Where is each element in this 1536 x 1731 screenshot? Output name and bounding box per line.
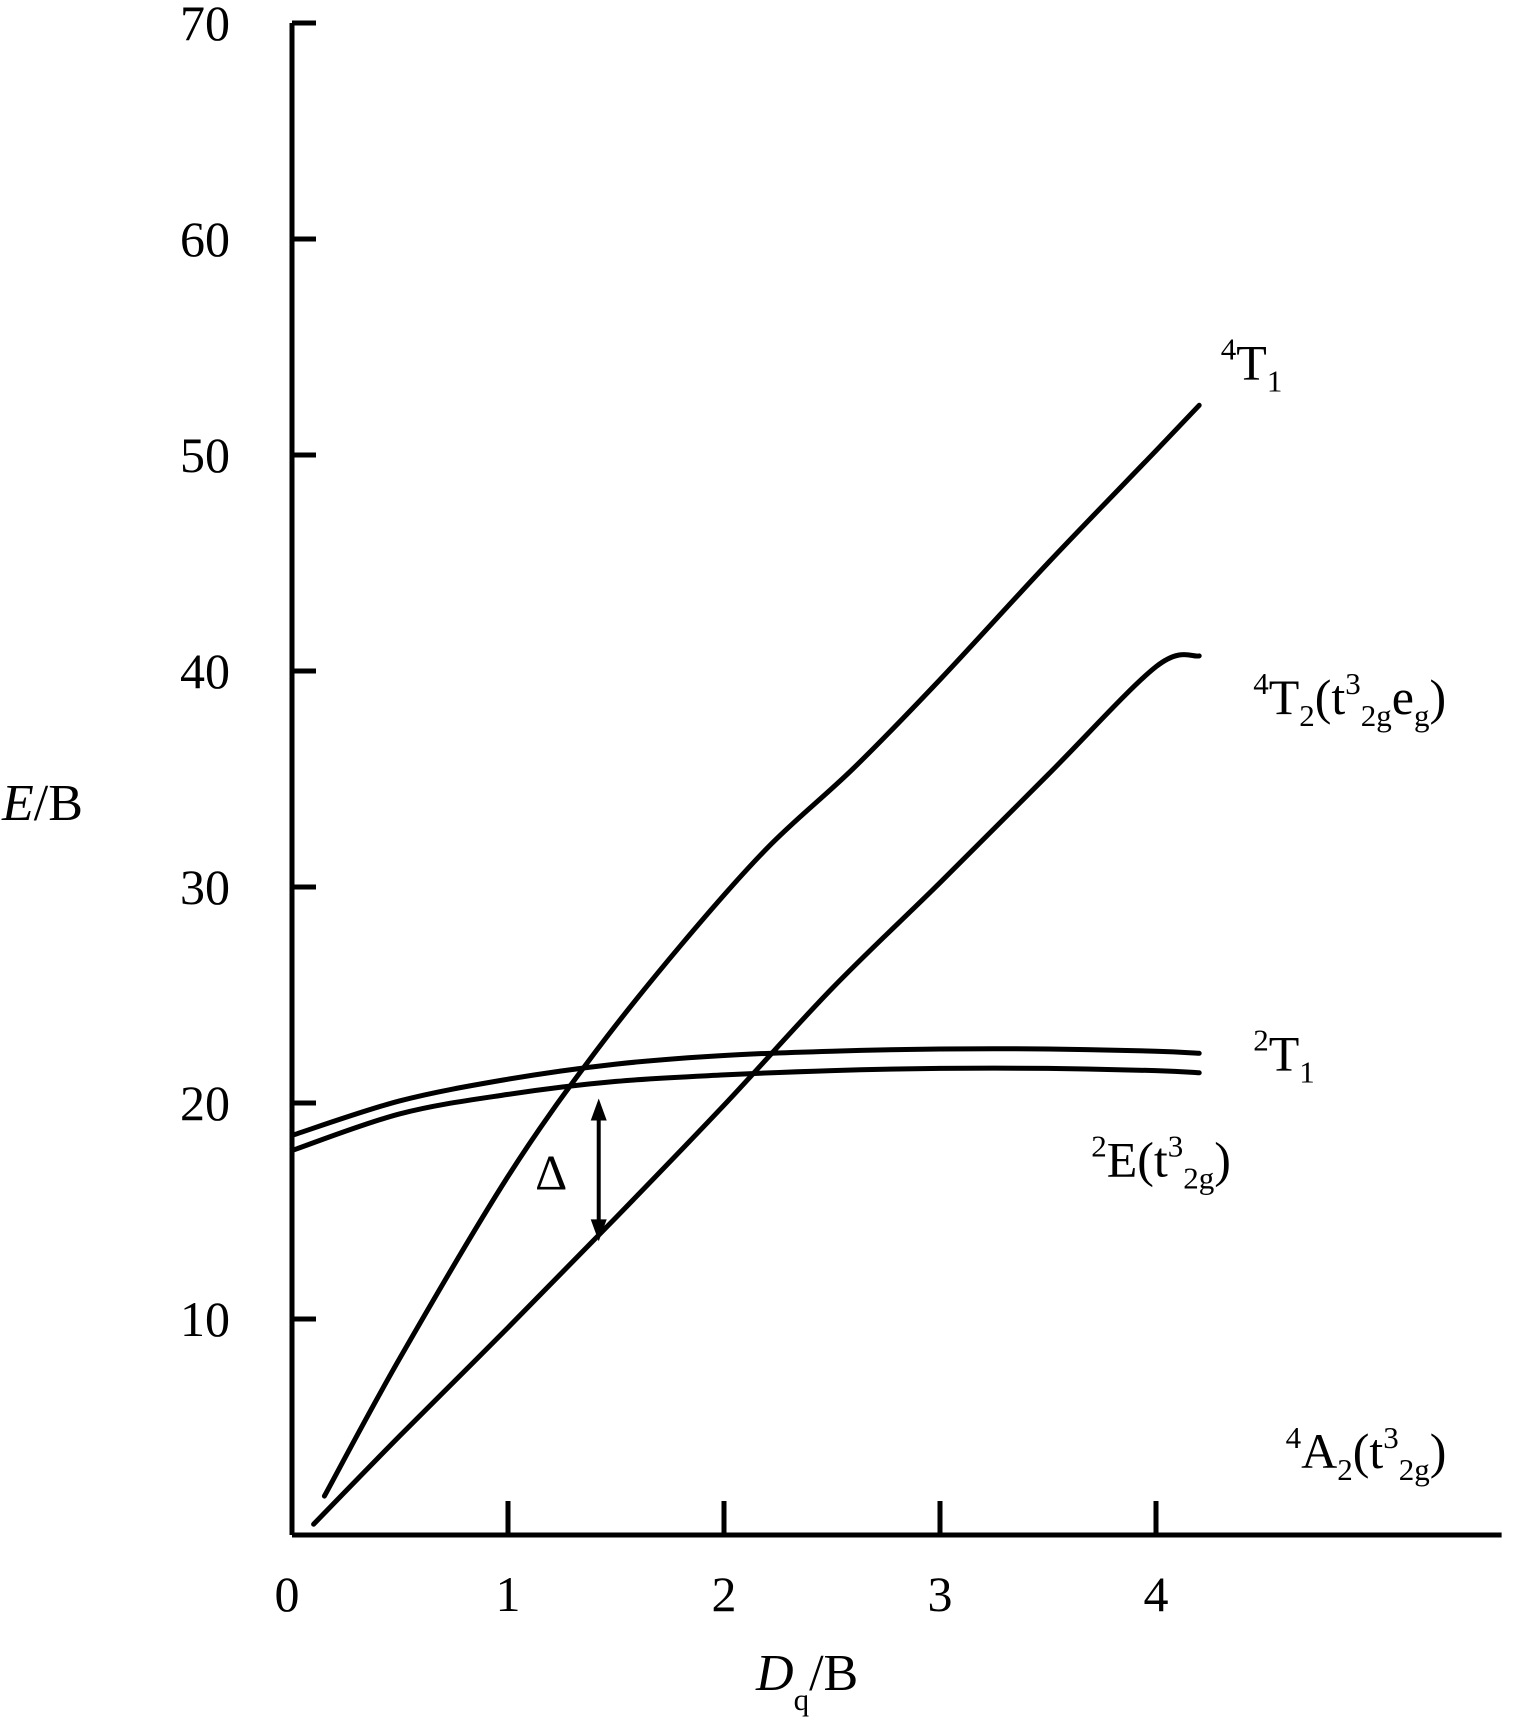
label-part: 2g <box>1183 1160 1214 1195</box>
series-label-t1-doublet: 2T1 <box>1253 1023 1315 1090</box>
x-axis-title-symbol: D <box>755 1645 794 1702</box>
label-part: 1 <box>1267 363 1283 398</box>
label-part: E(t <box>1107 1131 1168 1187</box>
delta-arrow-head-up <box>590 1098 607 1121</box>
delta-label: Δ <box>535 1144 567 1200</box>
label-part: 4 <box>1221 331 1237 366</box>
x-tick-label: 0 <box>275 1566 300 1622</box>
x-tick-label: 1 <box>496 1566 521 1622</box>
series-label-t1-quartet: 4T1 <box>1221 331 1283 398</box>
y-tick-label: 10 <box>180 1291 230 1347</box>
y-tick-label: 60 <box>180 211 230 267</box>
y-axis-title: E/B <box>1 775 83 832</box>
label-part: T <box>1269 669 1300 725</box>
delta-arrow-head-down <box>590 1219 607 1242</box>
y-axis-title-unit: /B <box>34 775 83 832</box>
label-part: 4 <box>1286 1420 1302 1455</box>
x-axis-title-unit: /B <box>809 1645 858 1702</box>
annotations: Δ <box>535 1098 607 1242</box>
axes <box>289 23 1502 1538</box>
label-part: (t <box>1315 669 1346 725</box>
label-part: 3 <box>1345 666 1361 701</box>
label-part: 2g <box>1399 1452 1430 1487</box>
y-tick-label: 70 <box>180 0 230 51</box>
label-part: 2 <box>1091 1128 1107 1163</box>
label-part: T <box>1236 334 1267 390</box>
series-label-a2-ground: 4A2(t32g) <box>1286 1420 1447 1487</box>
x-axis-title: Dq/B <box>755 1645 858 1717</box>
label-part: 2g <box>1361 698 1392 733</box>
label-part: e <box>1392 669 1414 725</box>
label-part: T <box>1269 1026 1300 1082</box>
label-part: 2 <box>1253 1023 1269 1058</box>
y-tick-label: 40 <box>180 643 230 699</box>
label-part: 3 <box>1168 1128 1184 1163</box>
y-tick-label: 20 <box>180 1075 230 1131</box>
ticks: 10 20 30 40 50 60 70 0 1 2 3 4 <box>180 0 1169 1622</box>
x-tick-label: 2 <box>712 1566 737 1622</box>
label-part: 2 <box>1337 1452 1353 1487</box>
y-tick-label: 50 <box>180 427 230 483</box>
label-part: 2 <box>1299 698 1315 733</box>
label-part: g <box>1414 698 1430 733</box>
series-label-e-doublet: 2E(t32g) <box>1091 1128 1231 1195</box>
series-label-t2-quartet: 4T2(t32geg) <box>1253 666 1446 733</box>
label-part: 3 <box>1383 1420 1399 1455</box>
label-part: ) <box>1429 669 1446 725</box>
label-part: ) <box>1430 1423 1447 1479</box>
curves <box>289 402 1202 1527</box>
y-tick-label: 30 <box>180 859 230 915</box>
label-part: 1 <box>1299 1055 1315 1090</box>
series-line-t2-quartet <box>311 652 1202 1527</box>
x-tick-label: 4 <box>1144 1566 1169 1622</box>
series-line-t1-quartet <box>321 402 1202 1499</box>
label-part: A <box>1301 1423 1337 1479</box>
label-part: 4 <box>1253 666 1269 701</box>
label-part: ) <box>1214 1131 1231 1187</box>
series-line-t1-doublet <box>289 1046 1202 1138</box>
x-tick-label: 3 <box>928 1566 953 1622</box>
labels: E/BDq/B4T14T2(t32geg)2T12E(t32g)4A2(t32g… <box>1 331 1446 1717</box>
series-line-e-doublet <box>289 1065 1202 1153</box>
x-axis-title-subscript: q <box>794 1682 810 1717</box>
label-part: (t <box>1353 1423 1384 1479</box>
y-axis-title-symbol: E <box>1 775 34 832</box>
